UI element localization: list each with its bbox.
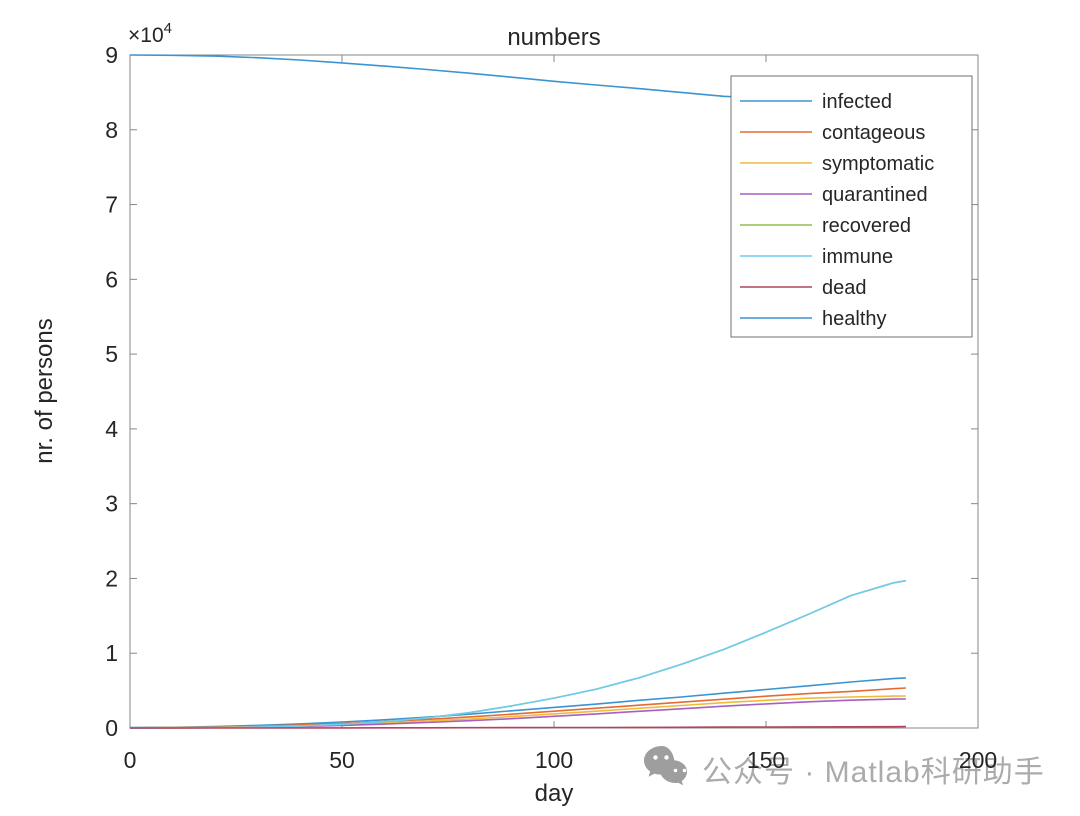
chart-title: numbers: [507, 24, 600, 51]
x-tick-label: 0: [124, 747, 137, 773]
y-axis-label: nr. of persons: [31, 318, 58, 463]
x-tick-label: 150: [747, 747, 785, 773]
series-line-dead: [130, 725, 906, 729]
legend-item-symptomatic: symptomatic: [740, 153, 934, 175]
legend-label-quarantined: quarantined: [822, 184, 928, 206]
legend-item-contageous: contageous: [740, 122, 925, 144]
axes: 0 50 100 150 200 0 1 2 3 4 5 6 7 8 9: [105, 42, 997, 773]
legend-item-dead: dead: [740, 277, 867, 299]
watermark: 公众号 · Matlab科研助手: [642, 744, 1045, 793]
legend-item-infected: infected: [740, 91, 892, 113]
legend: infected contageous symptomatic quarantined…: [730, 75, 973, 338]
y-axis-offset-exponent: 4: [164, 20, 172, 37]
legend-label-dead: dead: [822, 277, 867, 299]
legend-label-contageous: contageous: [822, 122, 925, 144]
wechat-icon: [642, 744, 694, 793]
legend-item-healthy: healthy: [740, 308, 887, 330]
x-tick-label: 200: [959, 747, 997, 773]
series-line-contageous: [129, 687, 906, 729]
y-tick-label: 9: [105, 42, 118, 68]
legend-label-immune: immune: [822, 246, 893, 268]
y-tick-label: 4: [105, 416, 118, 442]
series-line-recovered: [129, 579, 907, 729]
y-tick-label: 1: [105, 640, 118, 666]
legend-item-quarantined: quarantined: [740, 184, 928, 206]
legend-box: [730, 75, 973, 338]
legend-item-recovered: recovered: [740, 215, 911, 237]
y-tick-label: 6: [105, 266, 118, 292]
x-tick-label: 100: [535, 747, 573, 773]
y-tick-label: 3: [105, 491, 118, 517]
watermark-text: 公众号 · Matlab科研助手: [702, 755, 1045, 789]
x-tick-label: 50: [329, 747, 355, 773]
x-axis-label: day: [535, 780, 574, 807]
legend-label-infected: infected: [822, 91, 892, 113]
y-tick-label: 5: [105, 341, 118, 367]
legend-label-healthy: healthy: [822, 308, 887, 330]
y-tick-label: 8: [105, 117, 118, 143]
y-tick-label: 0: [105, 715, 118, 741]
legend-label-symptomatic: symptomatic: [822, 153, 934, 175]
y-axis-offset: ×104: [128, 20, 172, 47]
series-line-immune: [129, 579, 907, 729]
y-tick-label: 2: [105, 565, 118, 591]
data-series: [129, 54, 907, 729]
y-tick-label: 7: [105, 192, 118, 218]
series-line-symptomatic: [129, 695, 906, 729]
legend-label-recovered: recovered: [822, 215, 911, 237]
y-axis-offset-base: ×10: [128, 24, 164, 47]
legend-item-immune: immune: [740, 246, 893, 268]
